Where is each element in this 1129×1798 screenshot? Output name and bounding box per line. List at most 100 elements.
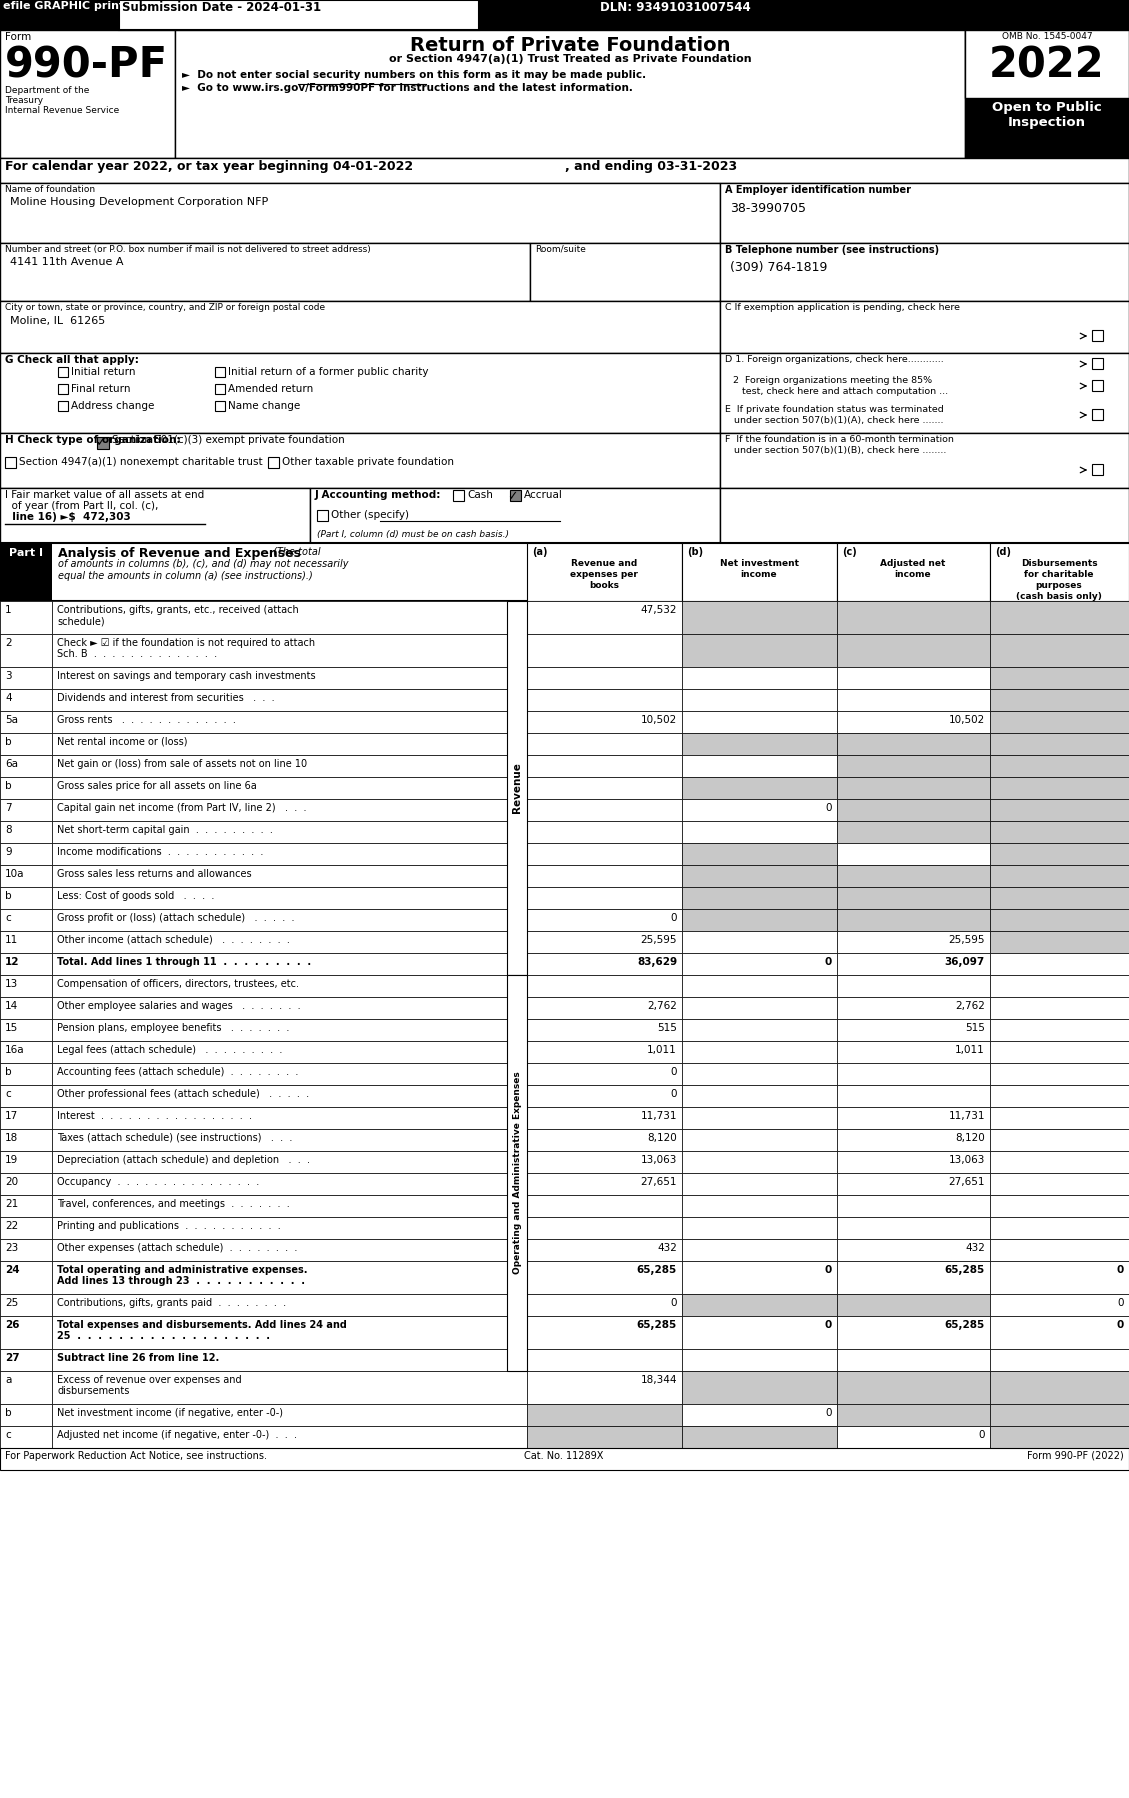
Bar <box>720 183 1129 243</box>
Text: Name change: Name change <box>228 401 300 412</box>
Bar <box>990 975 1129 998</box>
Bar <box>52 1239 527 1260</box>
Text: (cash basis only): (cash basis only) <box>1016 592 1102 601</box>
Bar <box>837 1260 990 1295</box>
Text: disbursements: disbursements <box>56 1386 130 1395</box>
Bar <box>0 1426 52 1447</box>
Bar <box>990 1260 1129 1295</box>
Bar <box>682 777 837 798</box>
Text: purposes: purposes <box>1035 581 1083 590</box>
Text: 4: 4 <box>5 692 11 703</box>
Bar <box>0 798 52 822</box>
Bar <box>52 1172 527 1196</box>
Bar <box>990 1348 1129 1372</box>
Text: J Accounting method:: J Accounting method: <box>315 491 441 500</box>
Text: Initial return of a former public charity: Initial return of a former public charit… <box>228 367 429 378</box>
Bar <box>990 710 1129 734</box>
Text: Sch. B  .  .  .  .  .  .  .  .  .  .  .  .  .  .: Sch. B . . . . . . . . . . . . . . <box>56 649 217 660</box>
Text: ✓: ✓ <box>507 491 517 503</box>
Bar <box>990 798 1129 822</box>
Text: 11: 11 <box>5 935 18 946</box>
Bar <box>0 1404 1129 1426</box>
Bar <box>527 843 682 865</box>
Bar <box>0 865 1129 886</box>
Text: 25  .  .  .  .  .  .  .  .  .  .  .  .  .  .  .  .  .  .  .: 25 . . . . . . . . . . . . . . . . . . . <box>56 1331 270 1341</box>
Bar <box>0 543 52 601</box>
Text: 13,063: 13,063 <box>640 1154 677 1165</box>
Bar <box>682 1129 837 1151</box>
Text: 65,285: 65,285 <box>637 1320 677 1331</box>
Bar <box>837 1041 990 1063</box>
Text: 515: 515 <box>657 1023 677 1034</box>
Bar <box>52 822 527 843</box>
Bar <box>52 865 527 886</box>
Bar <box>527 865 682 886</box>
Text: 18: 18 <box>5 1133 18 1144</box>
Bar <box>0 755 52 777</box>
Bar <box>682 1019 837 1041</box>
Bar <box>527 798 682 822</box>
Bar <box>990 1295 1129 1316</box>
Bar <box>0 710 1129 734</box>
Bar <box>317 511 329 521</box>
Text: Return of Private Foundation: Return of Private Foundation <box>410 36 730 56</box>
Bar <box>0 183 720 243</box>
Bar <box>0 1316 52 1348</box>
Bar <box>0 798 1129 822</box>
Bar <box>52 1372 527 1404</box>
Text: Inspection: Inspection <box>1008 117 1086 129</box>
Text: Taxes (attach schedule) (see instructions)   .  .  .: Taxes (attach schedule) (see instruction… <box>56 1133 292 1144</box>
Bar <box>0 1295 1129 1316</box>
Text: Other income (attach schedule)   .  .  .  .  .  .  .  .: Other income (attach schedule) . . . . .… <box>56 935 290 946</box>
Text: Disbursements: Disbursements <box>1021 559 1097 568</box>
Bar <box>527 1348 682 1372</box>
Bar <box>837 1239 990 1260</box>
Text: under section 507(b)(1)(A), check here .......: under section 507(b)(1)(A), check here .… <box>725 415 944 424</box>
Text: Section 4947(a)(1) nonexempt charitable trust: Section 4947(a)(1) nonexempt charitable … <box>19 457 263 467</box>
Text: Check ► ☑ if the foundation is not required to attach: Check ► ☑ if the foundation is not requi… <box>56 638 315 647</box>
Text: income: income <box>741 570 777 579</box>
Bar <box>990 865 1129 886</box>
Text: Other taxable private foundation: Other taxable private foundation <box>282 457 454 467</box>
Text: b: b <box>5 892 11 901</box>
Text: 23: 23 <box>5 1242 18 1253</box>
Text: b: b <box>5 1408 11 1419</box>
Bar <box>837 1063 990 1084</box>
Bar <box>52 1041 527 1063</box>
Text: 21: 21 <box>5 1199 18 1208</box>
Bar <box>453 491 464 502</box>
Text: Gross sales price for all assets on line 6a: Gross sales price for all assets on line… <box>56 780 256 791</box>
Bar <box>682 931 837 953</box>
Bar <box>527 822 682 843</box>
Text: Operating and Administrative Expenses: Operating and Administrative Expenses <box>513 1072 522 1275</box>
Text: line 16) ►$  472,303: line 16) ►$ 472,303 <box>5 512 131 521</box>
Text: Open to Public: Open to Public <box>992 101 1102 113</box>
Bar <box>837 543 990 601</box>
Text: 20: 20 <box>5 1178 18 1187</box>
Bar <box>527 1129 682 1151</box>
Bar <box>0 822 1129 843</box>
Text: Printing and publications  .  .  .  .  .  .  .  .  .  .  .: Printing and publications . . . . . . . … <box>56 1221 281 1232</box>
Bar <box>837 1404 990 1426</box>
Bar <box>0 931 52 953</box>
Bar <box>0 635 1129 667</box>
Bar <box>682 975 837 998</box>
Bar <box>527 975 682 998</box>
Bar <box>837 755 990 777</box>
Text: 432: 432 <box>965 1242 984 1253</box>
Bar <box>52 1108 527 1129</box>
Bar <box>837 1108 990 1129</box>
Bar <box>215 401 225 412</box>
Text: 65,285: 65,285 <box>945 1266 984 1275</box>
Text: 9: 9 <box>5 847 11 858</box>
Text: 8,120: 8,120 <box>647 1133 677 1144</box>
Text: of year (from Part II, col. (c),: of year (from Part II, col. (c), <box>5 502 158 511</box>
Bar <box>837 1196 990 1217</box>
Text: (Part I, column (d) must be on cash basis.): (Part I, column (d) must be on cash basi… <box>317 530 509 539</box>
Bar <box>990 689 1129 710</box>
Bar <box>837 667 990 689</box>
Text: Analysis of Revenue and Expenses: Analysis of Revenue and Expenses <box>58 547 301 559</box>
Text: Form: Form <box>5 32 32 41</box>
Bar <box>0 1217 52 1239</box>
Bar <box>837 1129 990 1151</box>
